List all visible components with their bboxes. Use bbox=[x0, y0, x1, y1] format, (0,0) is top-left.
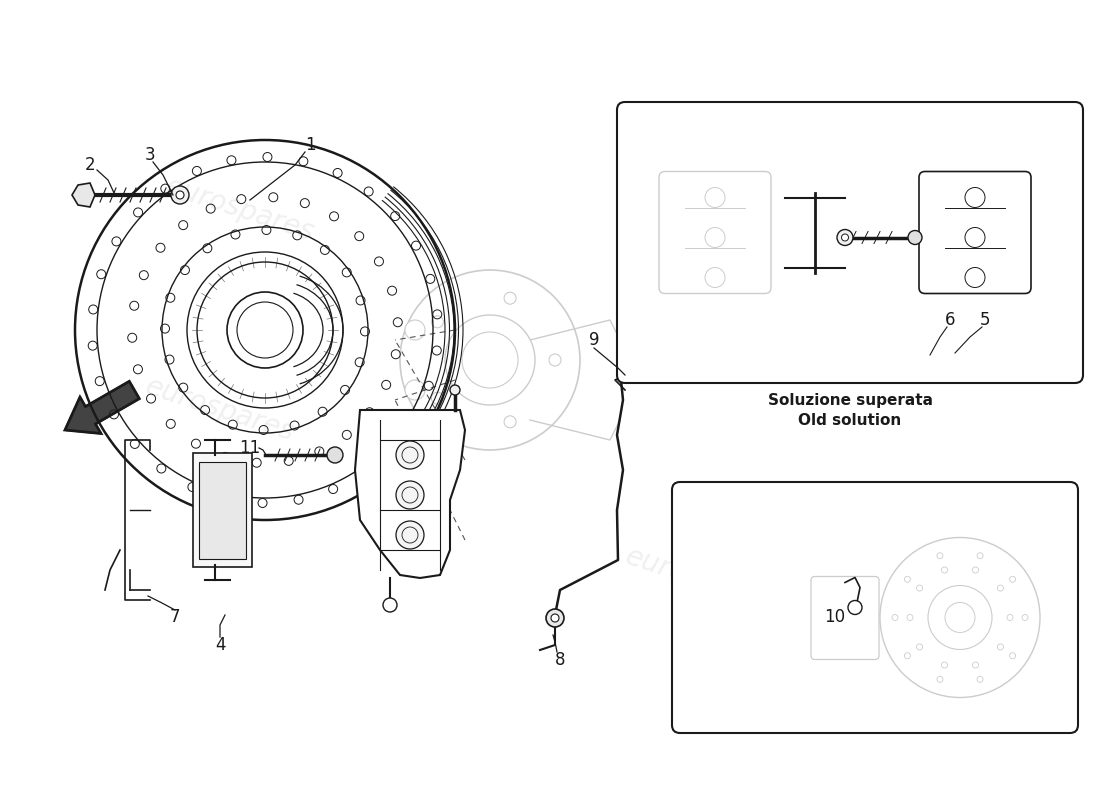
Text: 9: 9 bbox=[588, 331, 600, 349]
Text: 7: 7 bbox=[169, 608, 180, 626]
Text: 6: 6 bbox=[945, 311, 955, 329]
Circle shape bbox=[842, 234, 848, 241]
Circle shape bbox=[396, 481, 424, 509]
Polygon shape bbox=[65, 382, 140, 434]
Text: 2: 2 bbox=[85, 156, 96, 174]
Circle shape bbox=[431, 392, 443, 404]
Circle shape bbox=[705, 267, 725, 287]
Circle shape bbox=[928, 586, 992, 650]
Circle shape bbox=[837, 230, 852, 246]
FancyBboxPatch shape bbox=[192, 453, 252, 567]
FancyBboxPatch shape bbox=[811, 577, 879, 659]
Polygon shape bbox=[740, 500, 780, 540]
Circle shape bbox=[400, 270, 580, 450]
FancyBboxPatch shape bbox=[617, 102, 1084, 383]
Text: 8: 8 bbox=[554, 651, 565, 669]
Text: 4: 4 bbox=[214, 636, 225, 654]
Text: eurospares: eurospares bbox=[792, 162, 948, 238]
Circle shape bbox=[405, 380, 425, 400]
Circle shape bbox=[504, 292, 516, 304]
Circle shape bbox=[965, 187, 985, 207]
Circle shape bbox=[965, 267, 985, 287]
Circle shape bbox=[504, 416, 516, 428]
Text: 1: 1 bbox=[305, 136, 316, 154]
Circle shape bbox=[176, 191, 184, 199]
Circle shape bbox=[462, 332, 518, 388]
Circle shape bbox=[705, 187, 725, 207]
FancyBboxPatch shape bbox=[199, 462, 246, 559]
Text: 3: 3 bbox=[145, 146, 155, 164]
Circle shape bbox=[405, 320, 425, 340]
Circle shape bbox=[965, 227, 985, 247]
Polygon shape bbox=[65, 382, 140, 434]
FancyBboxPatch shape bbox=[918, 171, 1031, 294]
Text: eurospares: eurospares bbox=[162, 173, 318, 247]
Circle shape bbox=[170, 186, 189, 204]
Circle shape bbox=[551, 614, 559, 622]
Text: 10: 10 bbox=[824, 609, 846, 626]
FancyBboxPatch shape bbox=[672, 482, 1078, 733]
Circle shape bbox=[431, 316, 443, 328]
Circle shape bbox=[908, 230, 922, 245]
Text: eurospares: eurospares bbox=[142, 373, 298, 447]
Circle shape bbox=[549, 354, 561, 366]
Text: eurospares: eurospares bbox=[621, 542, 778, 618]
Text: 5: 5 bbox=[980, 311, 990, 329]
Circle shape bbox=[945, 602, 975, 633]
Polygon shape bbox=[72, 183, 95, 207]
Circle shape bbox=[396, 521, 424, 549]
Circle shape bbox=[880, 538, 1040, 698]
Circle shape bbox=[396, 441, 424, 469]
Circle shape bbox=[327, 447, 343, 463]
Circle shape bbox=[446, 315, 535, 405]
Polygon shape bbox=[355, 410, 465, 578]
FancyBboxPatch shape bbox=[659, 171, 771, 294]
Text: Soluzione superata
Old solution: Soluzione superata Old solution bbox=[768, 393, 933, 428]
Circle shape bbox=[546, 609, 564, 627]
Circle shape bbox=[383, 598, 397, 612]
Circle shape bbox=[705, 227, 725, 247]
Circle shape bbox=[450, 385, 460, 395]
Text: 11: 11 bbox=[240, 439, 261, 457]
Polygon shape bbox=[740, 500, 780, 540]
Circle shape bbox=[848, 601, 862, 614]
